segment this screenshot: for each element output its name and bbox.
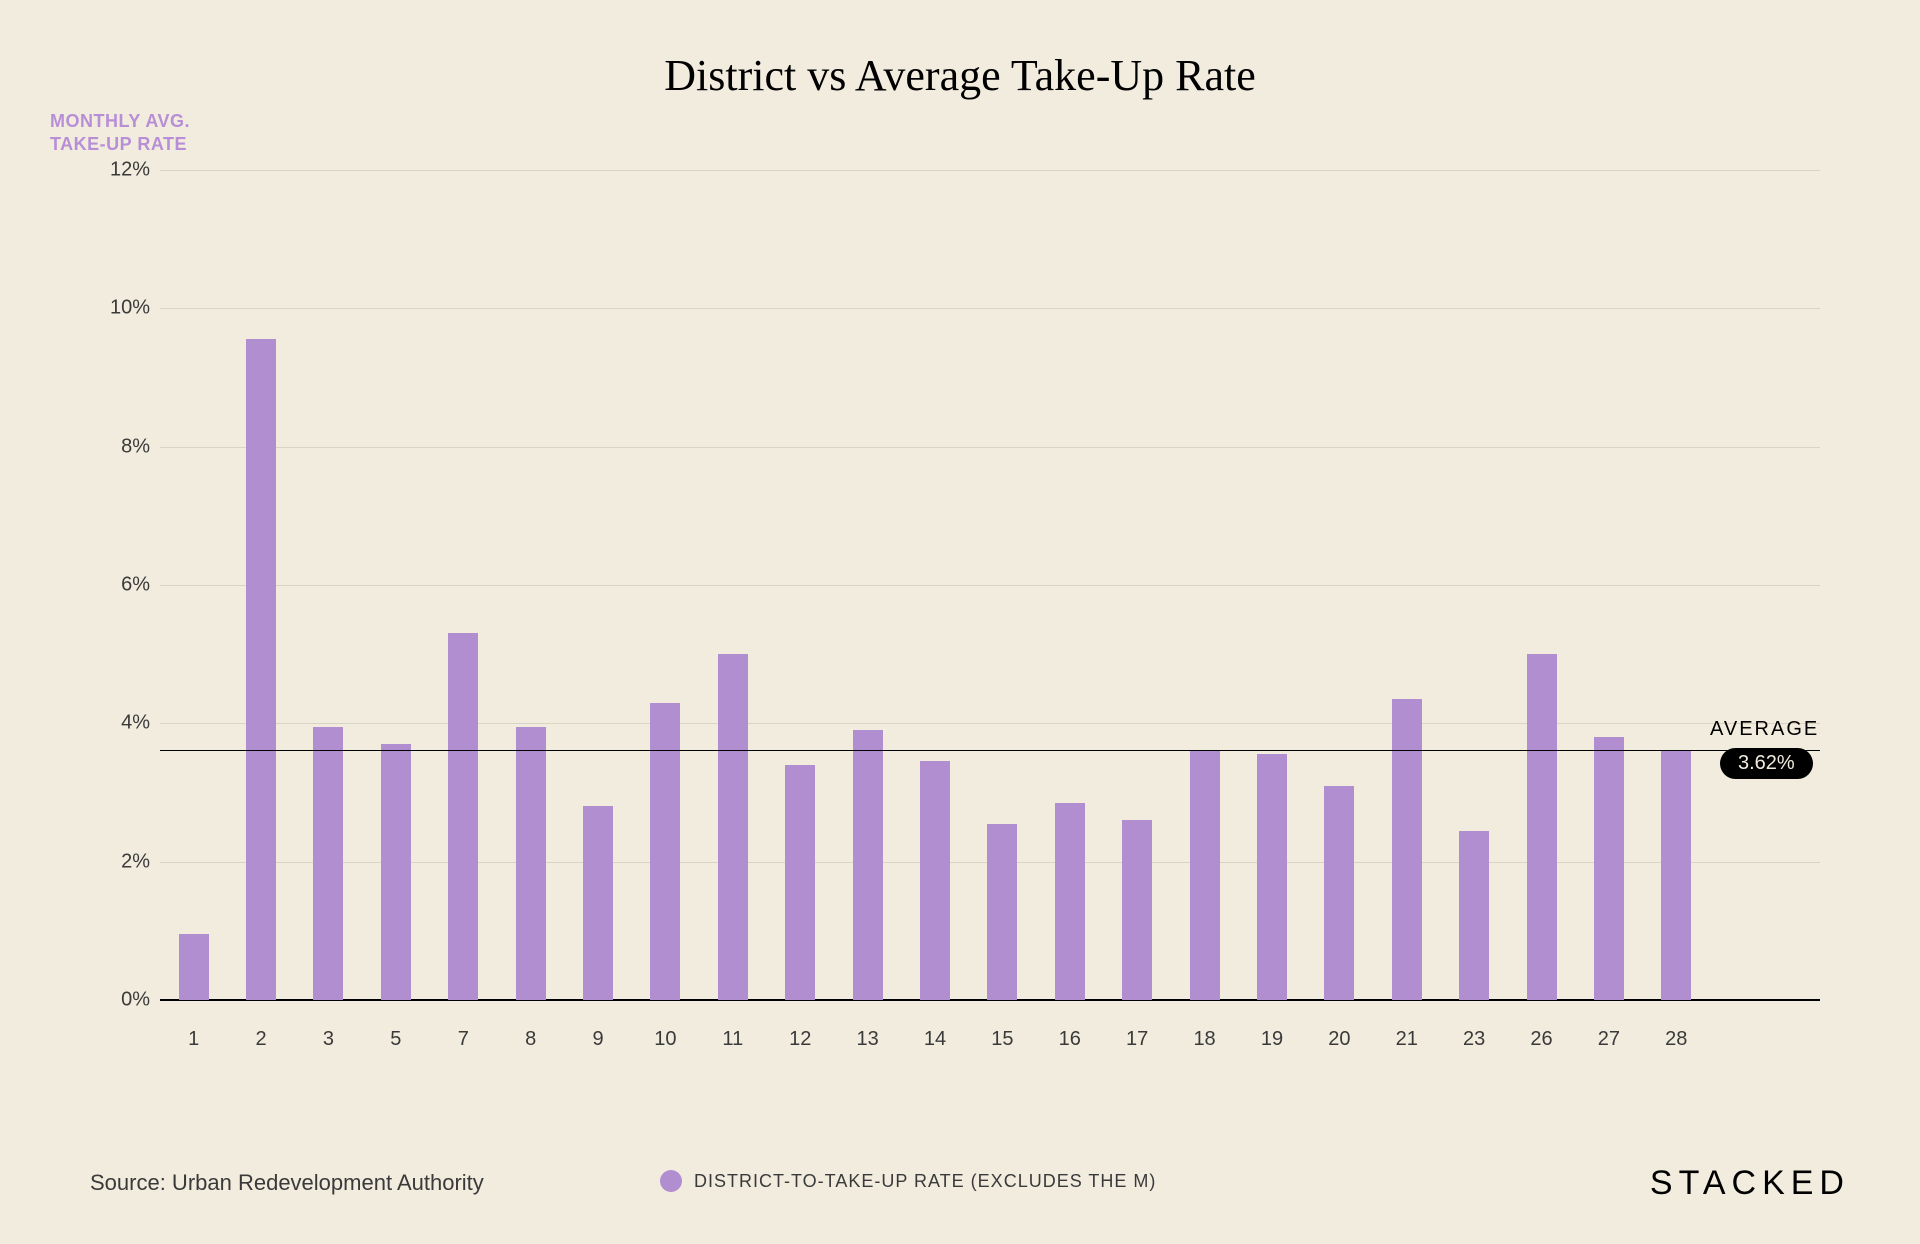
x-tick-label: 9 (592, 1028, 603, 1051)
source-attribution: Source: Urban Redevelopment Authority (90, 1170, 484, 1196)
legend: DISTRICT-TO-TAKE-UP RATE (EXCLUDES THE M… (660, 1170, 1156, 1192)
x-tick-label: 7 (458, 1028, 469, 1051)
x-tick-label: 26 (1530, 1028, 1552, 1051)
chart-title: District vs Average Take-Up Rate (0, 50, 1920, 101)
x-tick-label: 18 (1193, 1028, 1215, 1051)
y-tick-label: 4% (90, 712, 150, 735)
gridline (160, 308, 1820, 309)
x-tick-label: 20 (1328, 1028, 1350, 1051)
bar (1594, 737, 1624, 1000)
bar (920, 761, 950, 1000)
brand-logo: STACKED (1650, 1164, 1850, 1203)
x-tick-label: 21 (1396, 1028, 1418, 1051)
gridline (160, 447, 1820, 448)
bar (1459, 831, 1489, 1000)
x-tick-label: 1 (188, 1028, 199, 1051)
bar (785, 765, 815, 1000)
legend-marker-icon (660, 1170, 682, 1192)
chart-plot-area: 0%2%4%6%8%10%12%123578910111213141516171… (160, 170, 1820, 1000)
x-tick-label: 23 (1463, 1028, 1485, 1051)
bar (650, 703, 680, 1000)
x-tick-label: 15 (991, 1028, 1013, 1051)
x-tick-label: 28 (1665, 1028, 1687, 1051)
gridline (160, 723, 1820, 724)
x-tick-label: 10 (654, 1028, 676, 1051)
x-tick-label: 3 (323, 1028, 334, 1051)
bar (1257, 754, 1287, 1000)
x-tick-label: 13 (856, 1028, 878, 1051)
bar (853, 730, 883, 1000)
bar (718, 654, 748, 1000)
x-tick-label: 8 (525, 1028, 536, 1051)
x-tick-label: 16 (1059, 1028, 1081, 1051)
bar (583, 806, 613, 1000)
bar (313, 727, 343, 1000)
bar (1324, 786, 1354, 1000)
x-tick-label: 19 (1261, 1028, 1283, 1051)
bar (1190, 751, 1220, 1000)
x-tick-label: 2 (256, 1028, 267, 1051)
x-tick-label: 14 (924, 1028, 946, 1051)
y-tick-label: 0% (90, 989, 150, 1012)
bar (1392, 699, 1422, 1000)
bar (448, 633, 478, 1000)
x-tick-label: 5 (390, 1028, 401, 1051)
bar (1527, 654, 1557, 1000)
gridline (160, 170, 1820, 171)
y-tick-label: 10% (90, 297, 150, 320)
bar (1122, 820, 1152, 1000)
y-axis-label-line1: MONTHLY AVG. (50, 111, 190, 131)
bar (516, 727, 546, 1000)
bar (179, 934, 209, 1000)
bar (1055, 803, 1085, 1000)
y-tick-label: 8% (90, 435, 150, 458)
y-tick-label: 12% (90, 159, 150, 182)
gridline (160, 585, 1820, 586)
y-tick-label: 6% (90, 574, 150, 597)
average-line (160, 750, 1820, 752)
average-value-pill: 3.62% (1720, 748, 1813, 779)
average-label: AVERAGE (1710, 718, 1819, 741)
bar (987, 824, 1017, 1000)
bar (1661, 751, 1691, 1000)
y-axis-label: MONTHLY AVG. TAKE-UP RATE (50, 110, 190, 155)
bar (246, 339, 276, 1000)
x-tick-label: 17 (1126, 1028, 1148, 1051)
x-tick-label: 12 (789, 1028, 811, 1051)
bar (381, 744, 411, 1000)
x-tick-label: 11 (722, 1028, 743, 1051)
x-tick-label: 27 (1598, 1028, 1620, 1051)
legend-text: DISTRICT-TO-TAKE-UP RATE (EXCLUDES THE M… (694, 1171, 1156, 1192)
y-tick-label: 2% (90, 850, 150, 873)
y-axis-label-line2: TAKE-UP RATE (50, 134, 187, 154)
